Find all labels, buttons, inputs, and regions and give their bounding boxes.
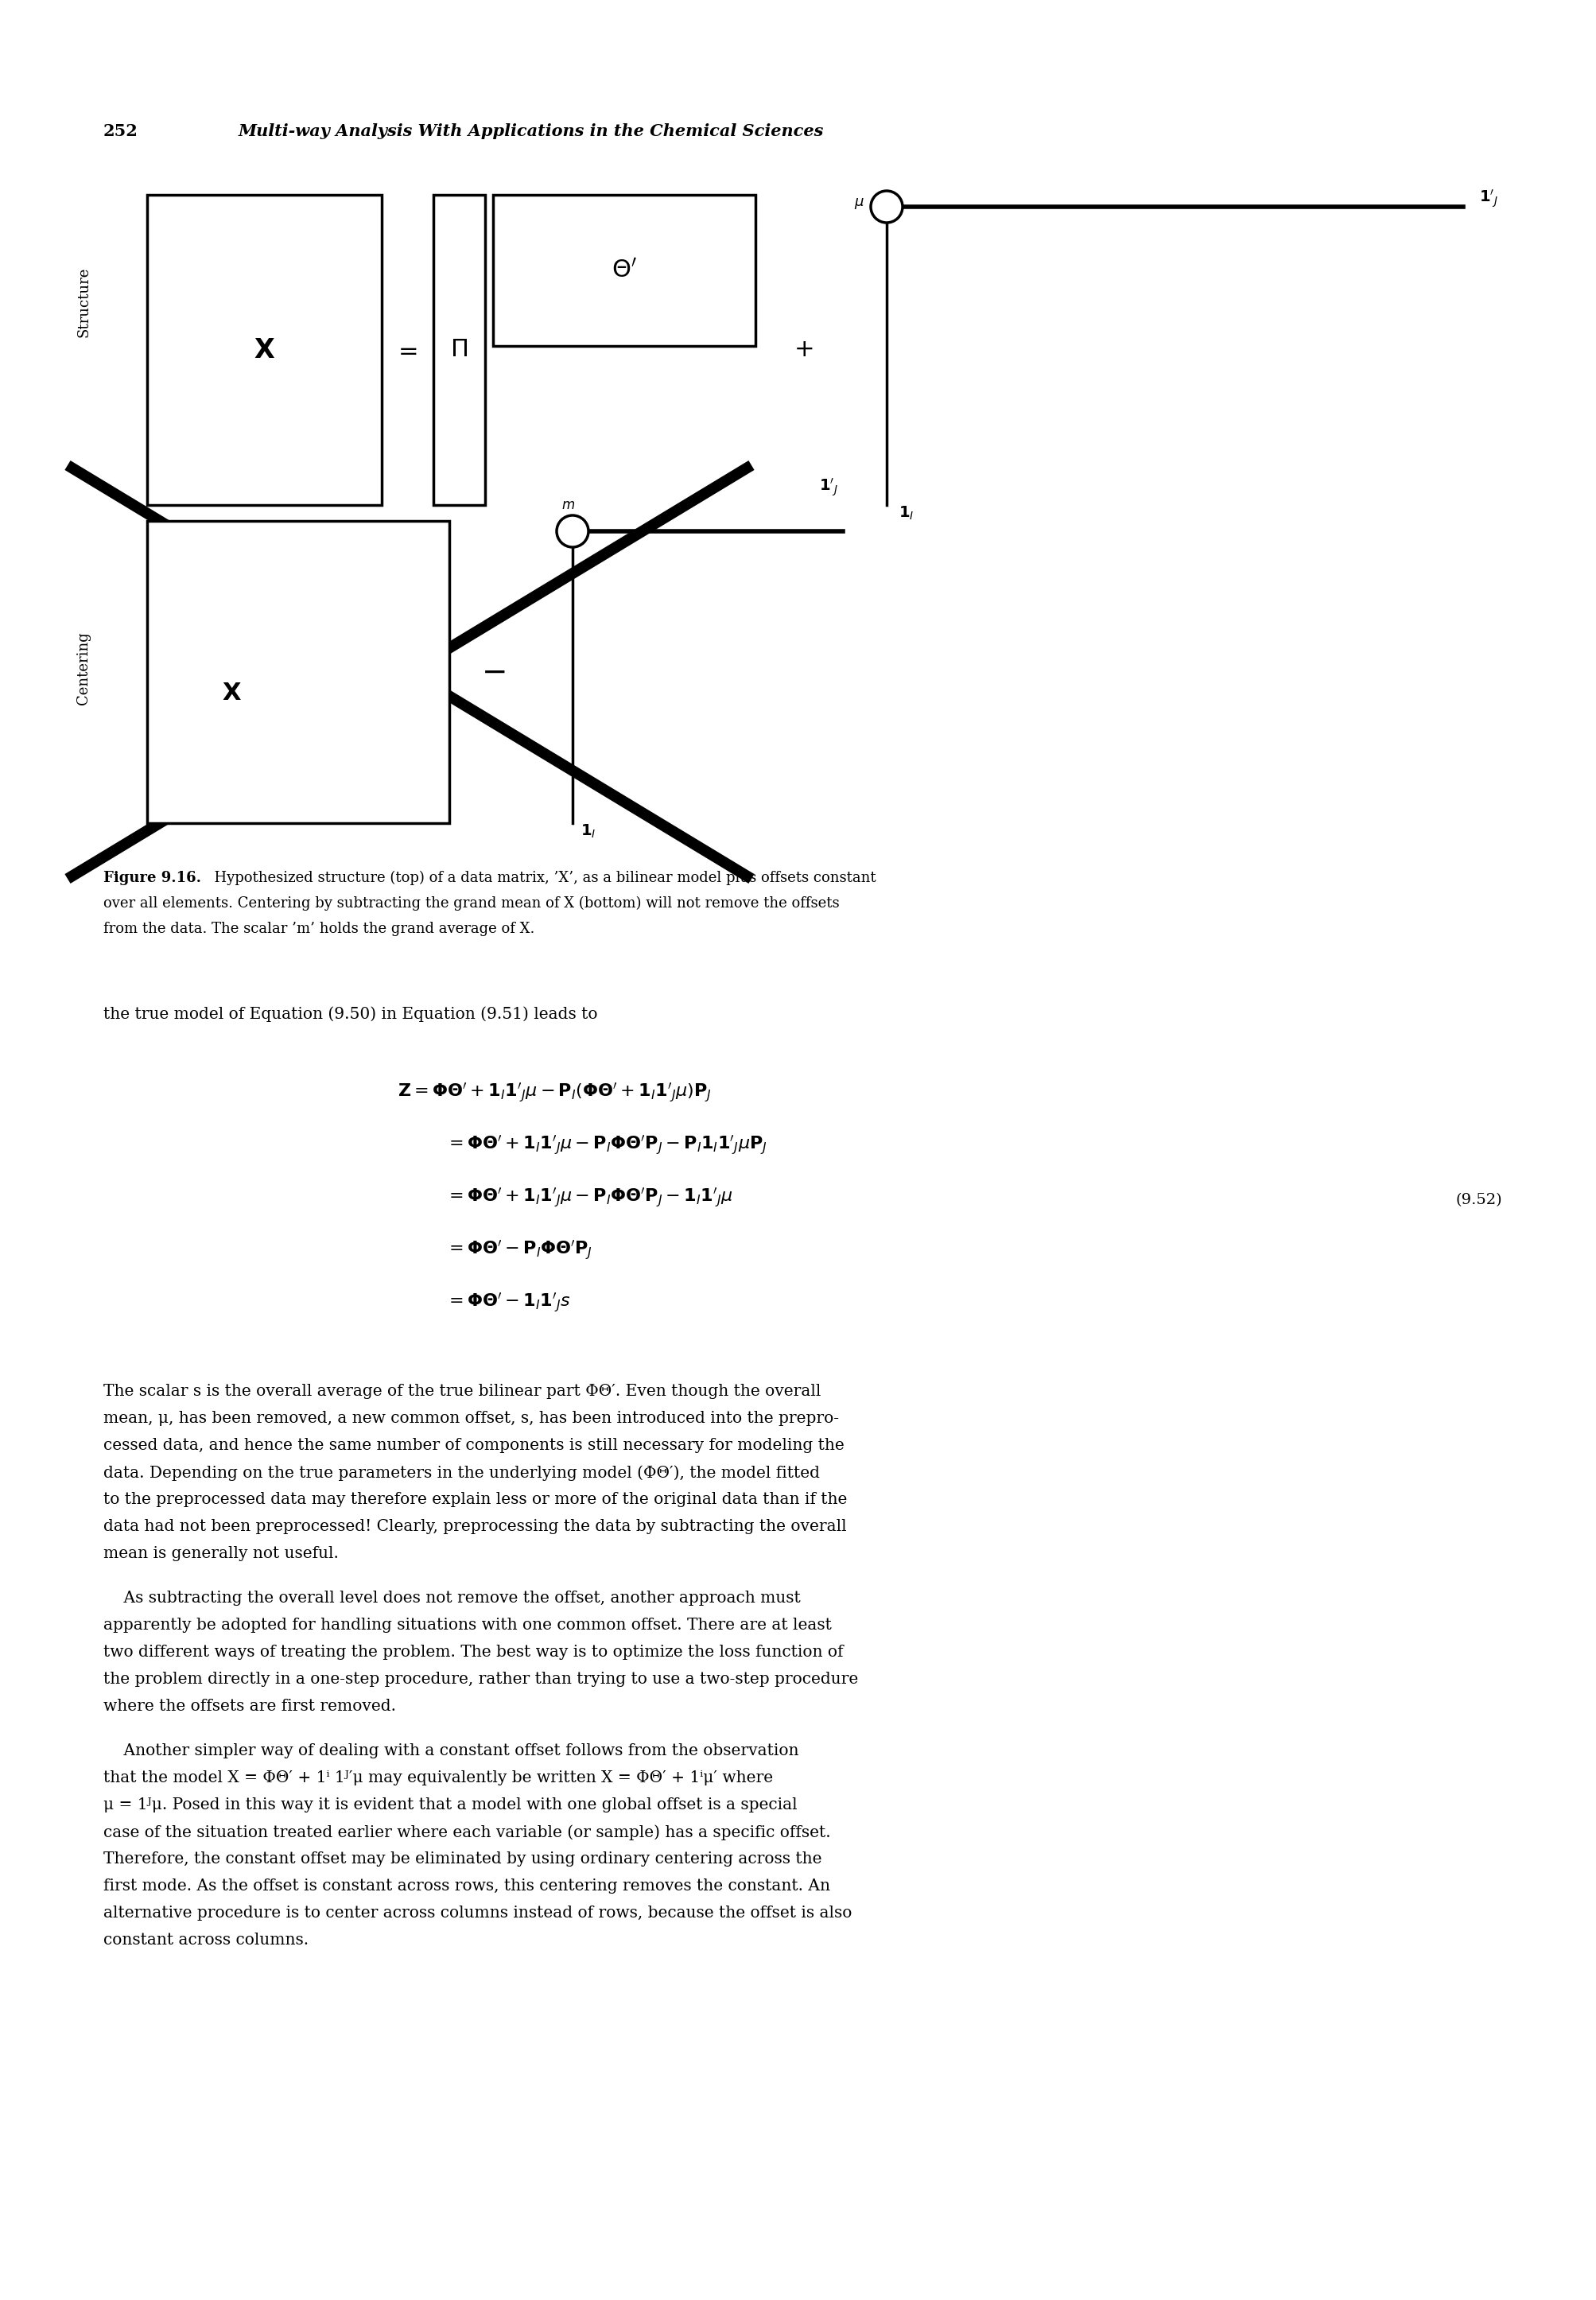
Text: $= \mathbf{\Phi\Theta}' + \mathbf{1}_I\mathbf{1}'_J\mu - \mathbf{P}_I\mathbf{\Ph: $= \mathbf{\Phi\Theta}' + \mathbf{1}_I\m… bbox=[445, 1134, 768, 1157]
Text: $= \mathbf{\Phi\Theta}' - \mathbf{P}_I\mathbf{\Phi\Theta}'\mathbf{P}_J$: $= \mathbf{\Phi\Theta}' - \mathbf{P}_I\m… bbox=[445, 1240, 592, 1263]
Bar bbox=[147, 196, 381, 506]
Text: $\Theta'$: $\Theta'$ bbox=[611, 260, 637, 283]
Text: from the data. The scalar ’m’ holds the grand average of X.: from the data. The scalar ’m’ holds the … bbox=[104, 922, 535, 936]
Text: over all elements. Centering by subtracting the grand mean of X (bottom) will no: over all elements. Centering by subtract… bbox=[104, 897, 839, 911]
Text: $\Pi$: $\Pi$ bbox=[450, 338, 468, 361]
Text: $+$: $+$ bbox=[793, 338, 812, 361]
Text: $\mu$: $\mu$ bbox=[854, 196, 865, 212]
Text: Hypothesized structure (top) of a data matrix, ’X’, as a bilinear model plus off: Hypothesized structure (top) of a data m… bbox=[206, 872, 876, 886]
Text: data had not been preprocessed! Clearly, preprocessing the data by subtracting t: data had not been preprocessed! Clearly,… bbox=[104, 1518, 846, 1534]
Text: Centering: Centering bbox=[77, 632, 91, 704]
Text: $\mathbf{1}_I$: $\mathbf{1}_I$ bbox=[899, 506, 915, 522]
Text: The scalar s is the overall average of the true bilinear part ΦΘ′. Even though t: The scalar s is the overall average of t… bbox=[104, 1385, 820, 1398]
Text: the problem directly in a one-step procedure, rather than trying to use a two-st: the problem directly in a one-step proce… bbox=[104, 1672, 859, 1686]
Text: mean is generally not useful.: mean is generally not useful. bbox=[104, 1546, 338, 1562]
Text: $= \mathbf{\Phi\Theta}' - \mathbf{1}_I\mathbf{1}'_Js$: $= \mathbf{\Phi\Theta}' - \mathbf{1}_I\m… bbox=[445, 1293, 571, 1313]
Text: 252: 252 bbox=[104, 124, 139, 140]
Text: $m$: $m$ bbox=[562, 497, 576, 513]
Text: where the offsets are first removed.: where the offsets are first removed. bbox=[104, 1700, 396, 1713]
Text: mean, μ, has been removed, a new common offset, s, has been introduced into the : mean, μ, has been removed, a new common … bbox=[104, 1410, 839, 1426]
Text: μ = 1ᴶμ. Posed in this way it is evident that a model with one global offset is : μ = 1ᴶμ. Posed in this way it is evident… bbox=[104, 1796, 798, 1812]
Text: case of the situation treated earlier where each variable (or sample) has a spec: case of the situation treated earlier wh… bbox=[104, 1824, 830, 1840]
Text: constant across columns.: constant across columns. bbox=[104, 1932, 308, 1948]
Text: Another simpler way of dealing with a constant offset follows from the observati: Another simpler way of dealing with a co… bbox=[104, 1743, 798, 1760]
Text: alternative procedure is to center across columns instead of rows, because the o: alternative procedure is to center acros… bbox=[104, 1904, 852, 1920]
Text: $\mathbf{Z} = \mathbf{\Phi\Theta}' + \mathbf{1}_I\mathbf{1}'_J\mu - \mathbf{P}_I: $\mathbf{Z} = \mathbf{\Phi\Theta}' + \ma… bbox=[397, 1081, 712, 1104]
Text: cessed data, and hence the same number of components is still necessary for mode: cessed data, and hence the same number o… bbox=[104, 1438, 844, 1454]
Text: apparently be adopted for handling situations with one common offset. There are : apparently be adopted for handling situa… bbox=[104, 1617, 832, 1633]
Text: Therefore, the constant offset may be eliminated by using ordinary centering acr: Therefore, the constant offset may be el… bbox=[104, 1851, 822, 1868]
Text: $-$: $-$ bbox=[480, 658, 506, 688]
Text: $\mathbf{1}'_J$: $\mathbf{1}'_J$ bbox=[819, 476, 838, 499]
Text: As subtracting the overall level does not remove the offset, another approach mu: As subtracting the overall level does no… bbox=[104, 1592, 801, 1605]
Text: $\mathbf{1}'_J$: $\mathbf{1}'_J$ bbox=[1479, 189, 1499, 209]
Text: $= \mathbf{\Phi\Theta}' + \mathbf{1}_I\mathbf{1}'_J\mu - \mathbf{P}_I\mathbf{\Ph: $= \mathbf{\Phi\Theta}' + \mathbf{1}_I\m… bbox=[445, 1187, 733, 1210]
Text: the true model of Equation (9.50) in Equation (9.51) leads to: the true model of Equation (9.50) in Equ… bbox=[104, 1005, 597, 1021]
Text: (9.52): (9.52) bbox=[1456, 1194, 1502, 1208]
Text: Figure 9.16.: Figure 9.16. bbox=[104, 872, 201, 886]
Circle shape bbox=[871, 191, 903, 223]
Text: first mode. As the offset is constant across rows, this centering removes the co: first mode. As the offset is constant ac… bbox=[104, 1879, 830, 1893]
Text: to the preprocessed data may therefore explain less or more of the original data: to the preprocessed data may therefore e… bbox=[104, 1493, 847, 1506]
Bar bbox=[147, 520, 450, 823]
Text: $\mathbf{X}$: $\mathbf{X}$ bbox=[222, 681, 241, 704]
Text: that the model X = ΦΘ′ + 1ⁱ 1ᴶ′μ may equivalently be written X = ΦΘ′ + 1ⁱμ′ wher: that the model X = ΦΘ′ + 1ⁱ 1ᴶ′μ may equ… bbox=[104, 1771, 772, 1785]
Text: $\mathbf{1}_I$: $\mathbf{1}_I$ bbox=[581, 823, 595, 839]
Text: Structure: Structure bbox=[77, 267, 91, 338]
Circle shape bbox=[557, 515, 589, 547]
Bar bbox=[434, 196, 485, 506]
Text: Multi-way Analysis With Applications in the Chemical Sciences: Multi-way Analysis With Applications in … bbox=[238, 124, 824, 140]
Text: $\mathbf{X}$: $\mathbf{X}$ bbox=[254, 336, 275, 363]
Text: data. Depending on the true parameters in the underlying model (ΦΘ′), the model : data. Depending on the true parameters i… bbox=[104, 1465, 820, 1481]
Text: $=$: $=$ bbox=[394, 338, 418, 361]
Text: two different ways of treating the problem. The best way is to optimize the loss: two different ways of treating the probl… bbox=[104, 1644, 843, 1661]
Bar bbox=[493, 196, 755, 345]
